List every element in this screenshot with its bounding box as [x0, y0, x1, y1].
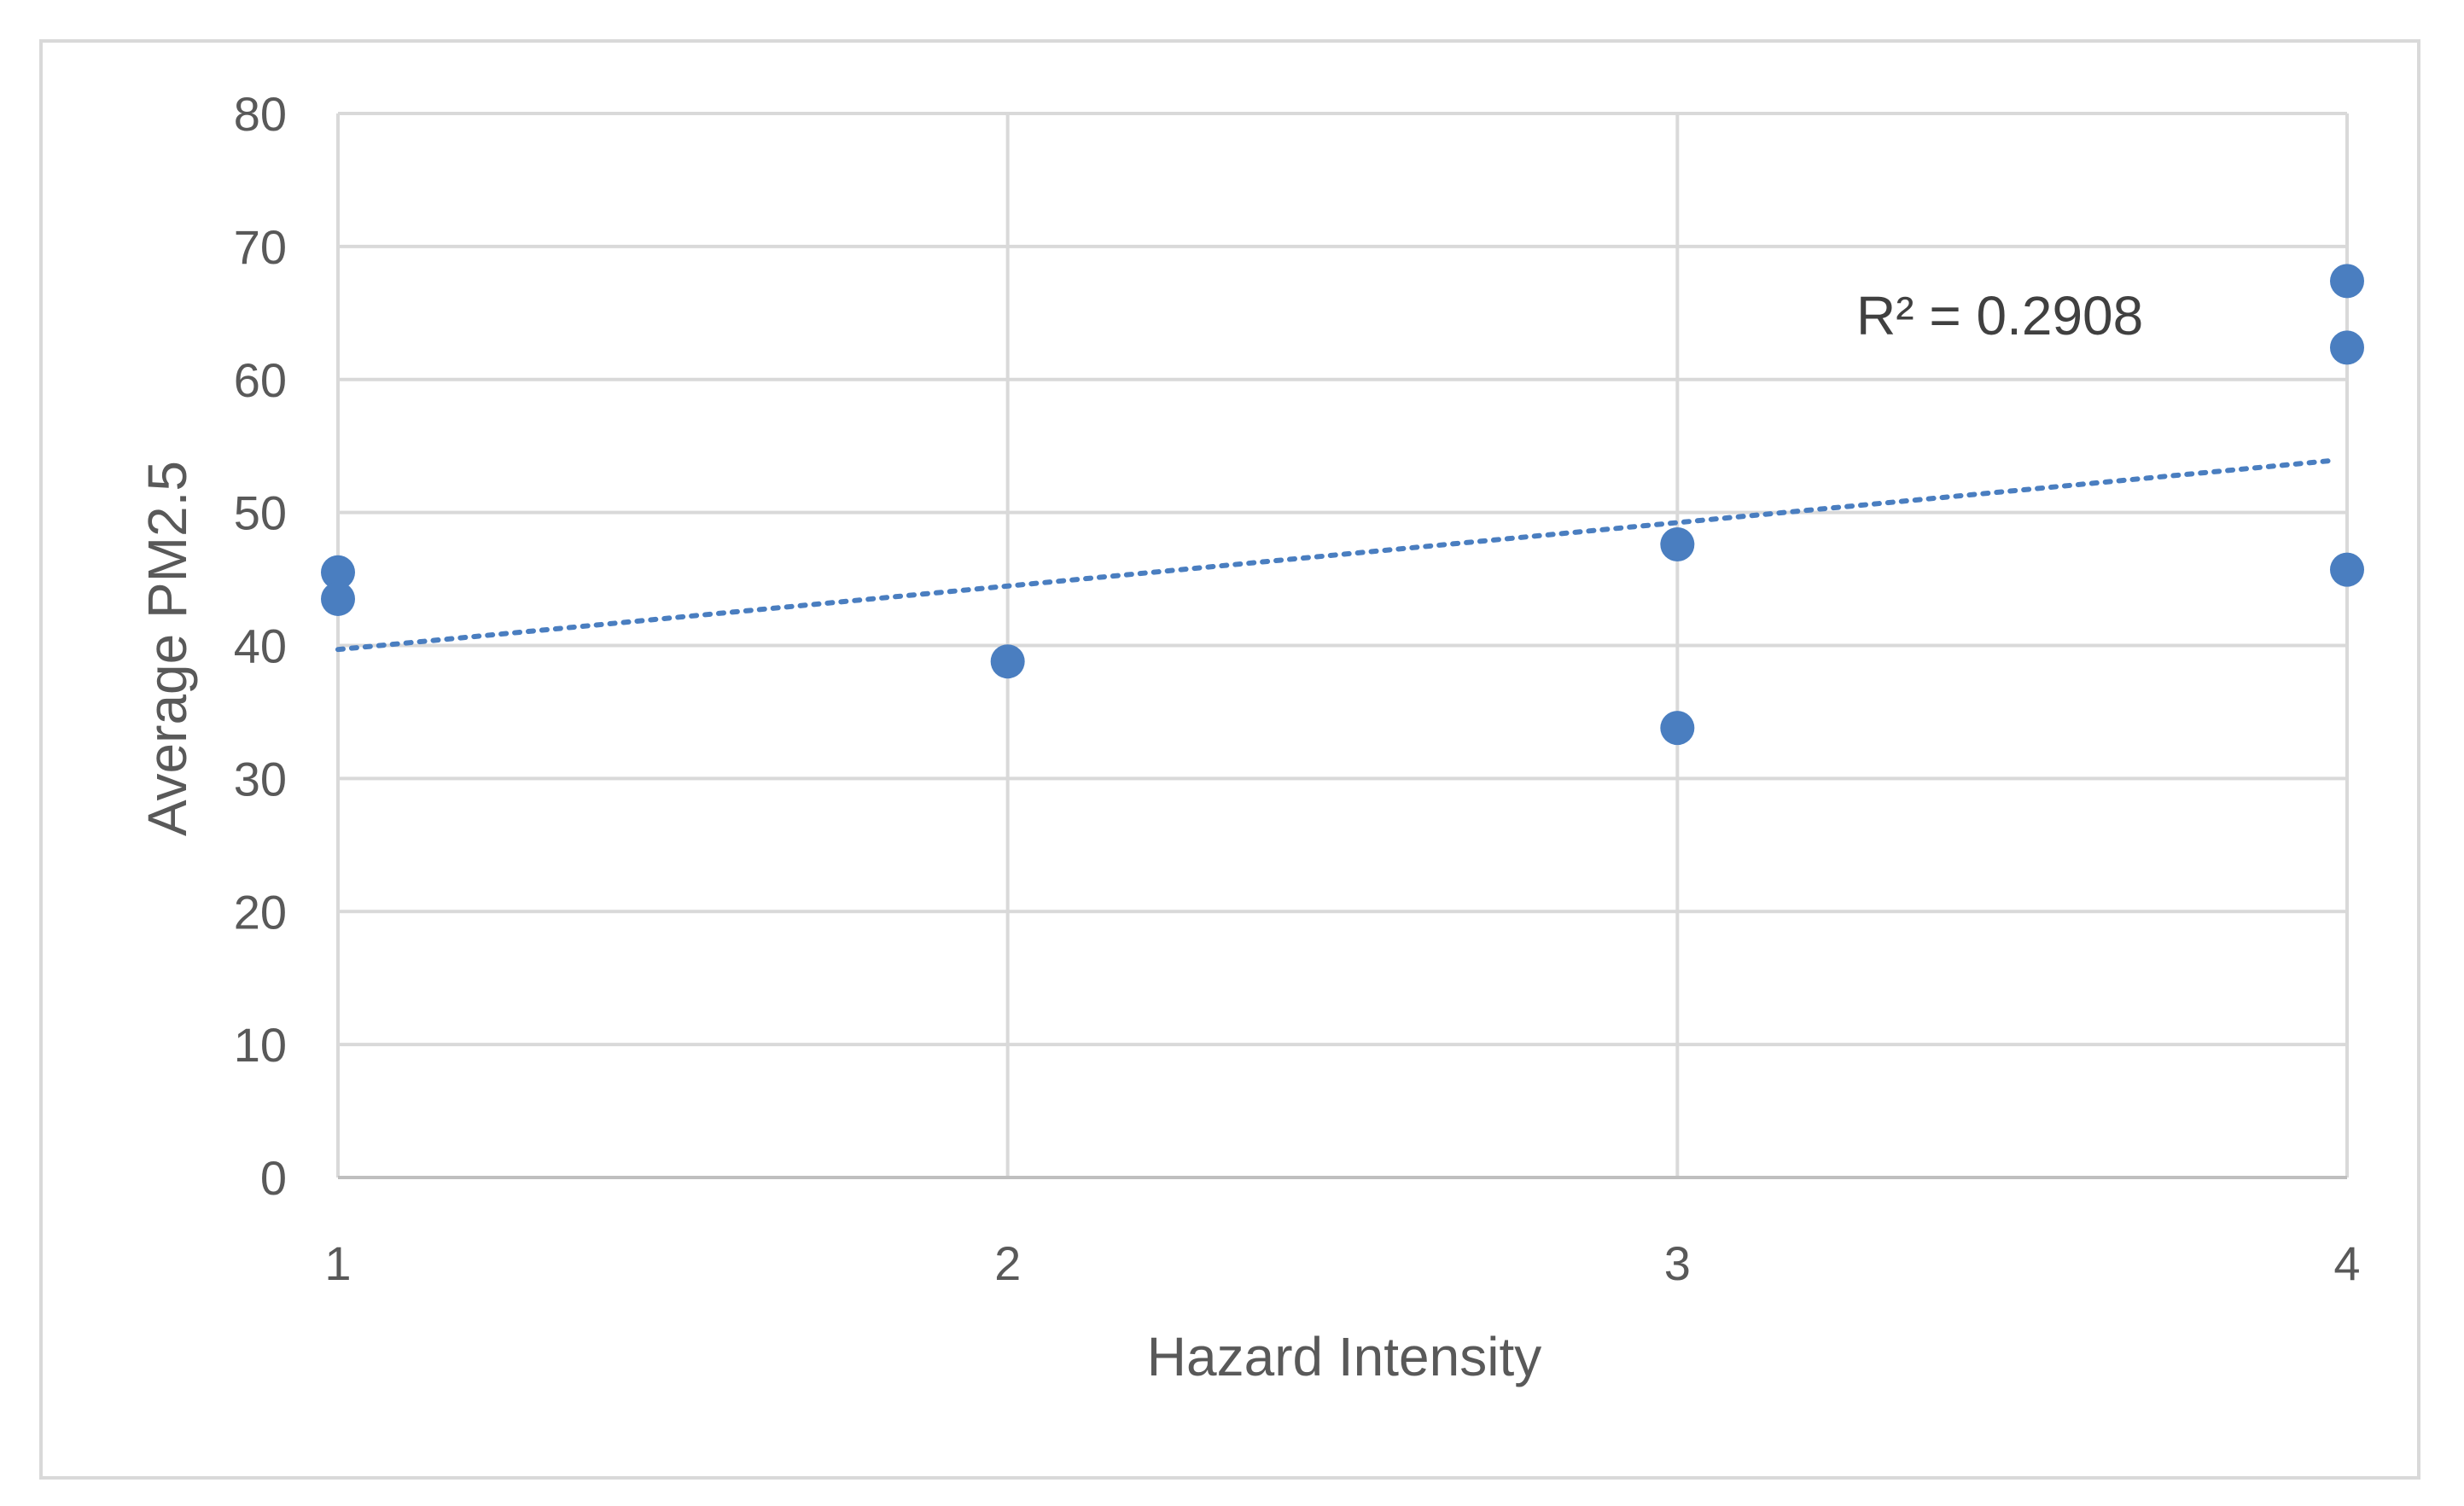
r-squared-annotation: R² = 0.2908 [1856, 285, 2143, 346]
y-tick-label: 30 [234, 752, 287, 805]
data-point [321, 581, 355, 616]
data-point [1660, 527, 1695, 562]
y-tick-label: 50 [234, 486, 287, 540]
data-point [2330, 330, 2364, 365]
trendline [335, 457, 2334, 653]
data-point [990, 644, 1025, 679]
y-tick-label: 80 [234, 87, 287, 141]
x-tick-label: 3 [1664, 1236, 1691, 1290]
data-point [321, 555, 355, 590]
chart-frame [39, 39, 2420, 1480]
x-tick-label: 1 [324, 1236, 351, 1290]
data-point [2330, 552, 2364, 587]
data-points [321, 264, 2364, 746]
trendline-group [335, 457, 2334, 653]
data-point [2330, 264, 2364, 299]
y-tick-label: 40 [234, 619, 287, 673]
grid-lines [336, 112, 2349, 1179]
y-tick-label: 0 [260, 1151, 287, 1205]
y-tick-label: 60 [234, 353, 287, 407]
x-axis-title: Hazard Intensity [1147, 1326, 1541, 1387]
y-axis-title: Average PM2.5 [137, 461, 198, 836]
y-tick-label: 70 [234, 220, 287, 274]
y-tick-label: 20 [234, 885, 287, 939]
x-axis-ticks: 1 2 3 4 [324, 1236, 2360, 1290]
x-tick-label: 4 [2333, 1236, 2360, 1290]
data-point [1660, 711, 1695, 746]
y-axis-ticks: 0 10 20 30 40 50 60 70 80 [234, 87, 287, 1205]
x-tick-label: 2 [994, 1236, 1021, 1290]
y-tick-label: 10 [234, 1018, 287, 1072]
